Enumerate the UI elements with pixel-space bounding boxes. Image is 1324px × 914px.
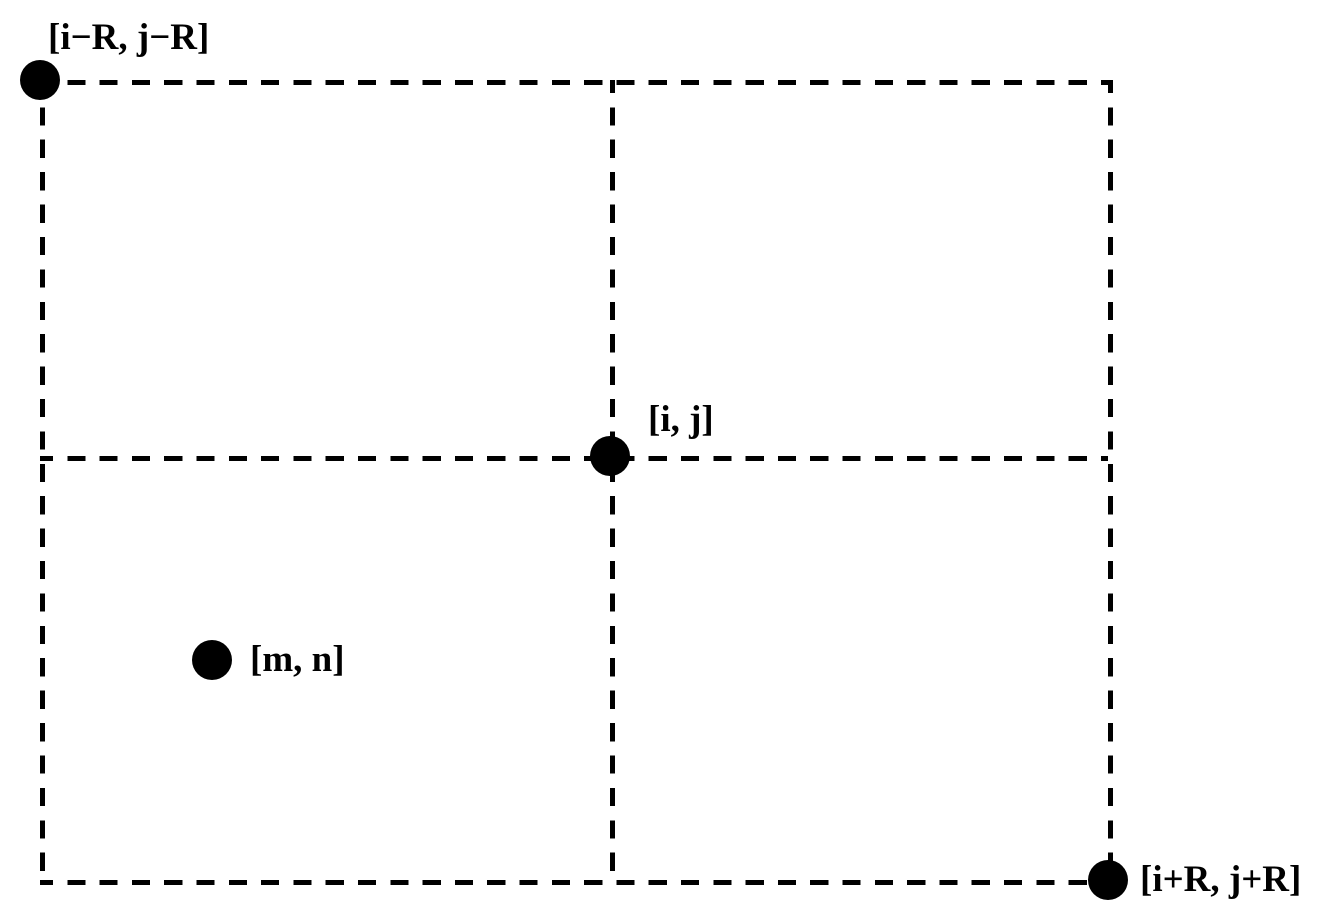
grid-right-edge bbox=[1108, 80, 1113, 880]
label-inner: [m, n] bbox=[250, 638, 345, 681]
point-inner bbox=[192, 640, 232, 680]
grid-mid-horizontal bbox=[40, 456, 1108, 461]
point-bottom-right bbox=[1088, 860, 1128, 900]
label-bottom-right: [i+R, j+R] bbox=[1140, 858, 1301, 901]
point-center bbox=[590, 436, 630, 476]
label-top-left: [i−R, j−R] bbox=[48, 16, 209, 59]
grid-bottom-edge bbox=[40, 880, 1108, 885]
diagram-canvas: [i−R, j−R] [i, j] [m, n] [i+R, j+R] bbox=[0, 0, 1324, 914]
point-top-left bbox=[20, 60, 60, 100]
grid-left-edge bbox=[40, 80, 45, 880]
grid-top-edge bbox=[40, 80, 1108, 85]
grid-mid-vertical bbox=[610, 80, 615, 880]
label-center: [i, j] bbox=[648, 398, 714, 441]
